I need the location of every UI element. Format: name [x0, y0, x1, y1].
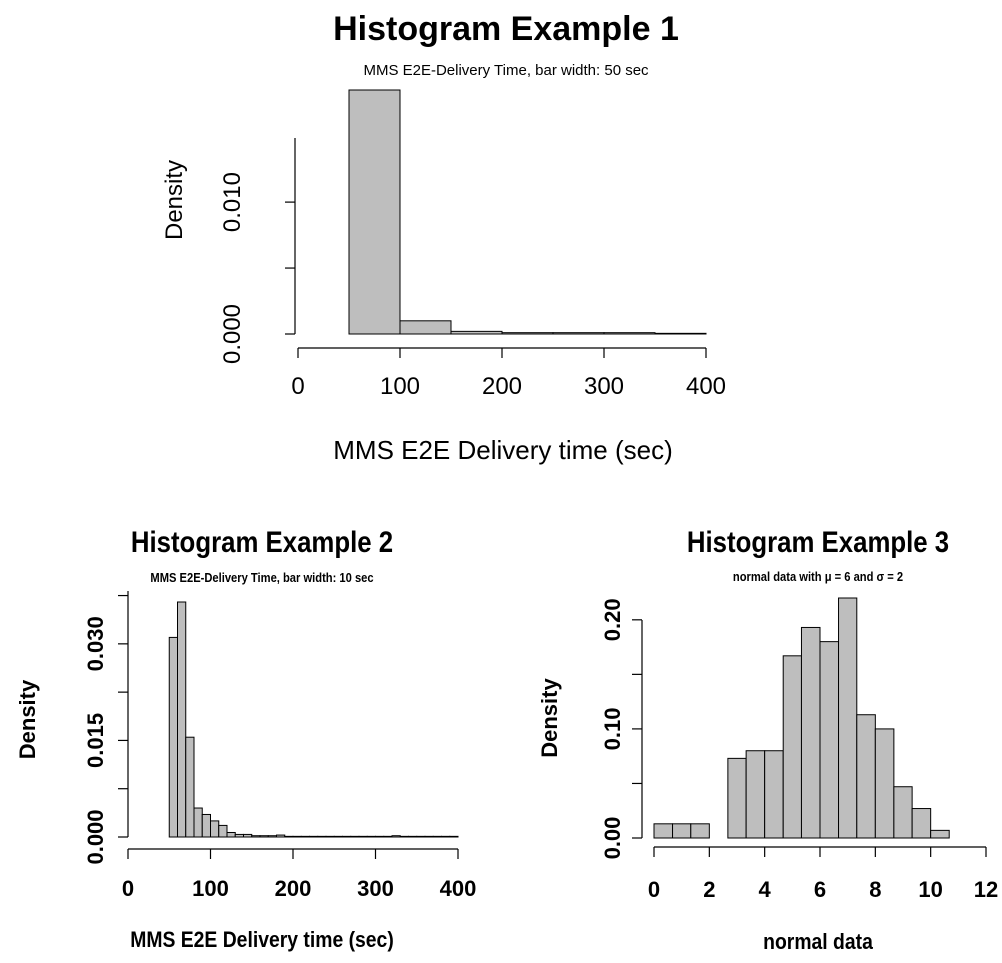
histogram-bar	[358, 835, 368, 838]
chart-subtitle: normal data with μ = 6 and σ = 2	[733, 569, 903, 584]
histogram-bar	[552, 332, 605, 335]
histogram-bar	[383, 835, 393, 838]
x-tick-label: 200	[482, 373, 522, 400]
x-tick-label: 6	[814, 877, 826, 902]
histogram-bar	[267, 835, 277, 838]
histogram-bar	[764, 750, 784, 839]
histogram-panel-2: Histogram Example 2 MMS E2E-Delivery Time…	[15, 525, 476, 952]
histogram-bar	[325, 835, 335, 838]
histogram-bar	[727, 757, 747, 839]
histogram-bar	[177, 601, 187, 838]
histogram-bar	[654, 332, 707, 335]
histogram-bar	[201, 813, 211, 838]
histogram-bar	[782, 655, 802, 839]
x-axis-label: MMS E2E Delivery time (sec)	[333, 435, 673, 465]
y-tick-label: 0.000	[219, 304, 246, 364]
histogram-bar	[874, 728, 895, 839]
histogram-bar	[745, 750, 766, 839]
chart-title: Histogram Example 2	[131, 525, 393, 558]
histogram-bar	[210, 820, 220, 838]
x-tick-label: 400	[686, 373, 726, 400]
y-axis-label: Density	[537, 678, 562, 758]
histogram-bar	[193, 807, 203, 838]
x-axis-label: MMS E2E Delivery time (sec)	[130, 928, 394, 952]
x-tick-label: 300	[357, 876, 394, 901]
chart-title: Histogram Example 1	[333, 10, 679, 48]
histogram-bar	[408, 835, 418, 838]
x-tick-label: 0	[122, 876, 134, 901]
histogram-bar	[276, 834, 286, 838]
histogram-bar	[399, 835, 409, 838]
histogram-bar	[690, 823, 710, 839]
histogram-bar	[300, 835, 310, 838]
x-tick-label: 100	[380, 373, 420, 400]
y-tick-label: 0.010	[219, 172, 246, 232]
chart-title: Histogram Example 3	[687, 525, 949, 558]
histogram-bar	[930, 829, 950, 839]
x-tick-label: 0	[648, 877, 660, 902]
histogram-bar	[424, 835, 434, 838]
x-axis-label: normal data	[763, 930, 873, 954]
y-tick-label: 0.20	[600, 598, 625, 641]
histogram-bar	[218, 824, 228, 838]
y-tick-label: 0.00	[600, 817, 625, 860]
histogram-bar	[819, 641, 840, 839]
histogram-bar	[672, 823, 692, 839]
histogram-panel-3: Histogram Example 3 normal data with μ = …	[537, 525, 998, 954]
histogram-bar	[603, 332, 656, 335]
y-tick-label: 0.015	[83, 713, 108, 768]
histogram-bar	[432, 835, 442, 838]
histogram-bar	[226, 831, 236, 838]
x-tick-label: 4	[759, 877, 772, 902]
histogram-bar	[366, 835, 376, 838]
histogram-panel-1: Histogram Example 1 MMS E2E-Delivery Time…	[161, 10, 726, 465]
x-tick-label: 2	[703, 877, 715, 902]
histogram-bar	[317, 835, 327, 838]
histogram-bar	[501, 332, 554, 335]
histogram-bar	[284, 835, 294, 838]
histogram-bar	[450, 330, 503, 335]
x-tick-label: 100	[192, 876, 229, 901]
chart-subtitle: MMS E2E-Delivery Time, bar width: 50 sec	[363, 62, 649, 79]
x-tick-label: 400	[440, 876, 477, 901]
histogram-bar	[416, 835, 426, 838]
histogram-bar	[800, 626, 821, 839]
histogram-bar	[893, 786, 913, 839]
histogram-bar	[391, 835, 401, 838]
y-axis-label: Density	[161, 160, 188, 240]
x-tick-label: 0	[291, 373, 304, 400]
y-tick-label: 0.10	[600, 707, 625, 750]
histogram-bar	[333, 835, 343, 838]
histogram-bar	[399, 320, 452, 335]
histogram-bar	[342, 835, 352, 838]
histogram-bar	[168, 636, 178, 838]
histogram-bar	[234, 833, 244, 838]
histogram-bar	[375, 835, 385, 838]
histogram-bar	[309, 835, 319, 838]
x-tick-label: 300	[584, 373, 624, 400]
histogram-bar	[259, 835, 269, 838]
histogram-bar	[251, 835, 261, 838]
chart-subtitle: MMS E2E-Delivery Time, bar width: 10 sec	[150, 570, 373, 585]
x-tick-label: 8	[869, 877, 881, 902]
x-tick-label: 12	[974, 877, 998, 902]
histogram-bar	[348, 89, 401, 335]
histogram-bar	[243, 833, 253, 838]
y-tick-label: 0.000	[83, 809, 108, 864]
histogram-bar	[292, 835, 302, 838]
histogram-bar	[856, 714, 876, 839]
y-axis-label: Density	[15, 679, 40, 759]
histogram-bar	[653, 823, 674, 839]
histogram-bar	[350, 835, 360, 838]
histogram-bar	[441, 835, 451, 838]
x-tick-label: 10	[918, 877, 942, 902]
histogram-bar	[449, 835, 459, 838]
y-tick-label: 0.030	[83, 616, 108, 671]
histogram-bar	[911, 808, 932, 839]
histogram-bar	[838, 597, 858, 839]
histogram-bar	[185, 736, 195, 838]
x-tick-label: 200	[275, 876, 312, 901]
